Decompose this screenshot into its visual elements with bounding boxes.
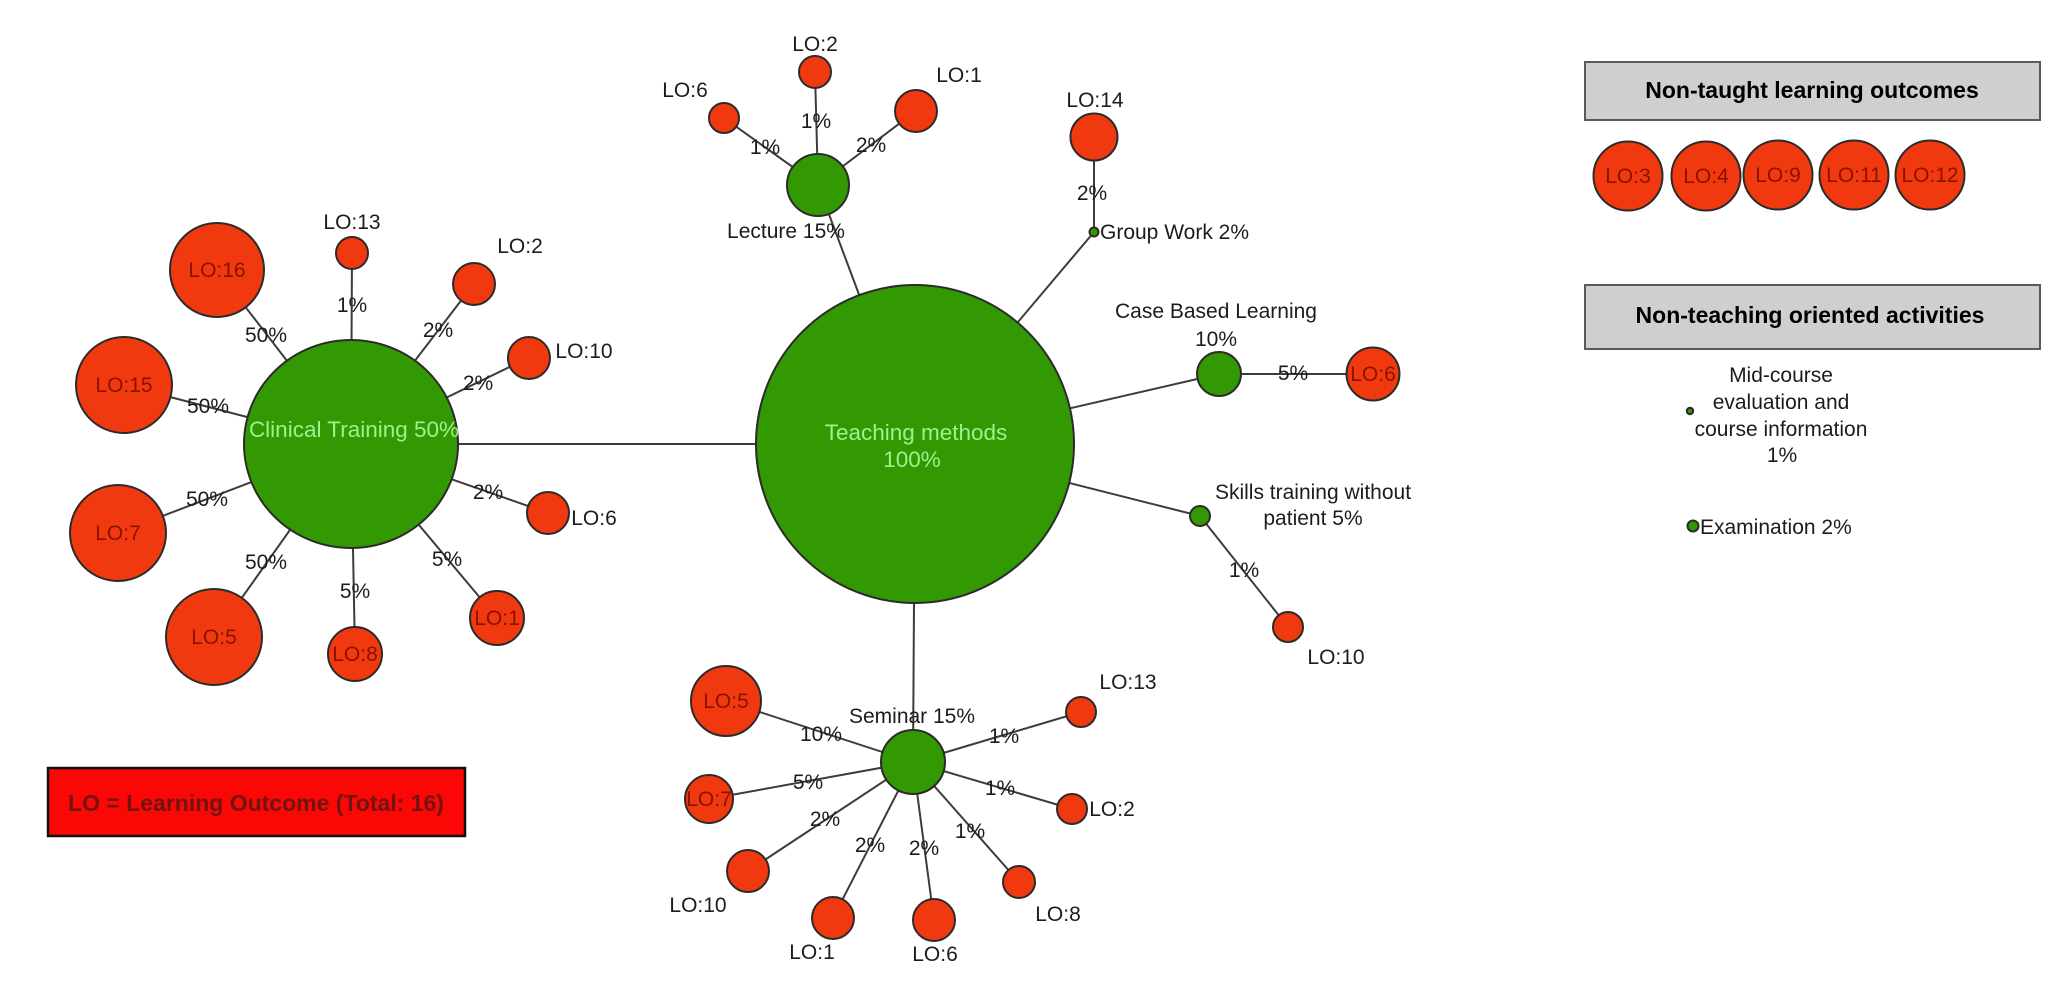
svg-text:LO:15: LO:15 xyxy=(95,374,152,397)
svg-text:2%: 2% xyxy=(473,481,503,504)
svg-text:Lecture 15%: Lecture 15% xyxy=(727,220,845,243)
svg-text:1%: 1% xyxy=(989,725,1019,748)
svg-text:LO:7: LO:7 xyxy=(686,788,732,811)
svg-text:50%: 50% xyxy=(245,551,287,574)
svg-text:10%: 10% xyxy=(800,723,842,746)
svg-text:10%: 10% xyxy=(1195,328,1237,351)
svg-text:LO:6: LO:6 xyxy=(571,507,617,530)
svg-text:Mid-course: Mid-course xyxy=(1729,364,1833,387)
svg-text:5%: 5% xyxy=(432,548,462,571)
svg-text:course information: course information xyxy=(1695,418,1868,441)
svg-text:LO:1: LO:1 xyxy=(936,64,982,87)
svg-text:LO:14: LO:14 xyxy=(1066,89,1124,112)
svg-text:LO:1: LO:1 xyxy=(474,607,520,630)
svg-text:1%: 1% xyxy=(1767,444,1797,467)
svg-text:100%: 100% xyxy=(883,447,941,472)
svg-text:LO:8: LO:8 xyxy=(1035,903,1081,926)
svg-text:LO:6: LO:6 xyxy=(912,943,958,966)
svg-text:2%: 2% xyxy=(909,837,939,860)
svg-text:Teaching methods: Teaching methods xyxy=(825,420,1008,445)
svg-text:5%: 5% xyxy=(1278,362,1308,385)
svg-text:LO:12: LO:12 xyxy=(1901,164,1958,187)
svg-text:LO:6: LO:6 xyxy=(662,79,708,102)
svg-text:1%: 1% xyxy=(801,110,831,133)
svg-text:50%: 50% xyxy=(187,395,229,418)
svg-text:2%: 2% xyxy=(1077,182,1107,205)
svg-text:Non-taught learning outcomes: Non-taught learning outcomes xyxy=(1645,77,1979,103)
svg-text:LO:10: LO:10 xyxy=(555,340,612,363)
svg-text:1%: 1% xyxy=(750,136,780,159)
svg-text:Skills training without: Skills training without xyxy=(1215,481,1411,504)
svg-text:Non-teaching oriented activiti: Non-teaching oriented activities xyxy=(1636,302,1985,328)
svg-text:1%: 1% xyxy=(955,820,985,843)
svg-text:LO:8: LO:8 xyxy=(332,643,378,666)
svg-text:LO:4: LO:4 xyxy=(1683,165,1729,188)
svg-text:LO:5: LO:5 xyxy=(191,626,237,649)
svg-text:Group Work 2%: Group Work 2% xyxy=(1100,221,1249,244)
svg-text:LO:1: LO:1 xyxy=(789,941,835,964)
svg-text:2%: 2% xyxy=(463,372,493,395)
svg-text:LO:10: LO:10 xyxy=(1307,646,1364,669)
svg-text:50%: 50% xyxy=(186,488,228,511)
svg-text:Examination 2%: Examination 2% xyxy=(1700,516,1852,539)
svg-text:patient 5%: patient 5% xyxy=(1263,507,1362,530)
svg-text:LO:3: LO:3 xyxy=(1605,165,1651,188)
svg-text:1%: 1% xyxy=(337,294,367,317)
svg-text:2%: 2% xyxy=(856,134,886,157)
svg-text:LO:6: LO:6 xyxy=(1350,363,1396,386)
svg-text:1%: 1% xyxy=(1229,559,1259,582)
svg-text:2%: 2% xyxy=(423,319,453,342)
svg-text:LO:10: LO:10 xyxy=(669,894,726,917)
svg-text:LO:7: LO:7 xyxy=(95,522,141,545)
svg-text:2%: 2% xyxy=(810,808,840,831)
svg-text:LO:9: LO:9 xyxy=(1755,164,1801,187)
svg-text:LO = Learning Outcome (Total:: LO = Learning Outcome (Total: 16) xyxy=(68,790,444,816)
svg-text:Case Based Learning: Case Based Learning xyxy=(1115,300,1317,323)
svg-text:LO:13: LO:13 xyxy=(323,211,380,234)
svg-text:LO:16: LO:16 xyxy=(188,259,245,282)
svg-text:5%: 5% xyxy=(340,580,370,603)
svg-text:5%: 5% xyxy=(793,771,823,794)
svg-text:50%: 50% xyxy=(245,324,287,347)
svg-text:LO:5: LO:5 xyxy=(703,690,749,713)
svg-text:1%: 1% xyxy=(985,777,1015,800)
svg-text:LO:2: LO:2 xyxy=(792,33,838,56)
svg-text:evaluation and: evaluation and xyxy=(1713,391,1850,414)
svg-text:Clinical Training 50%: Clinical Training 50% xyxy=(249,417,459,442)
svg-text:Seminar 15%: Seminar 15% xyxy=(849,705,975,728)
svg-text:2%: 2% xyxy=(855,834,885,857)
svg-text:LO:11: LO:11 xyxy=(1826,164,1882,187)
svg-text:LO:2: LO:2 xyxy=(497,235,543,258)
svg-text:LO:13: LO:13 xyxy=(1099,671,1156,694)
svg-text:LO:2: LO:2 xyxy=(1089,798,1135,821)
